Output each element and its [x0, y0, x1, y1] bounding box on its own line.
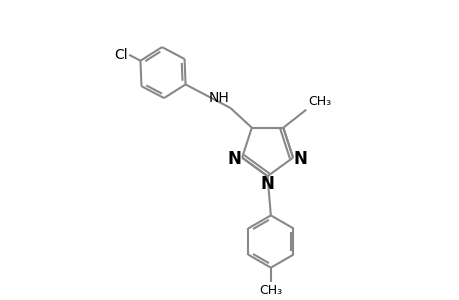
Text: NH: NH [208, 92, 229, 106]
Text: CH₃: CH₃ [307, 95, 330, 108]
Text: N: N [293, 150, 307, 168]
Text: Cl: Cl [114, 48, 127, 62]
Text: N: N [228, 150, 241, 168]
Text: N: N [260, 175, 274, 193]
Text: CH₃: CH₃ [259, 284, 282, 297]
